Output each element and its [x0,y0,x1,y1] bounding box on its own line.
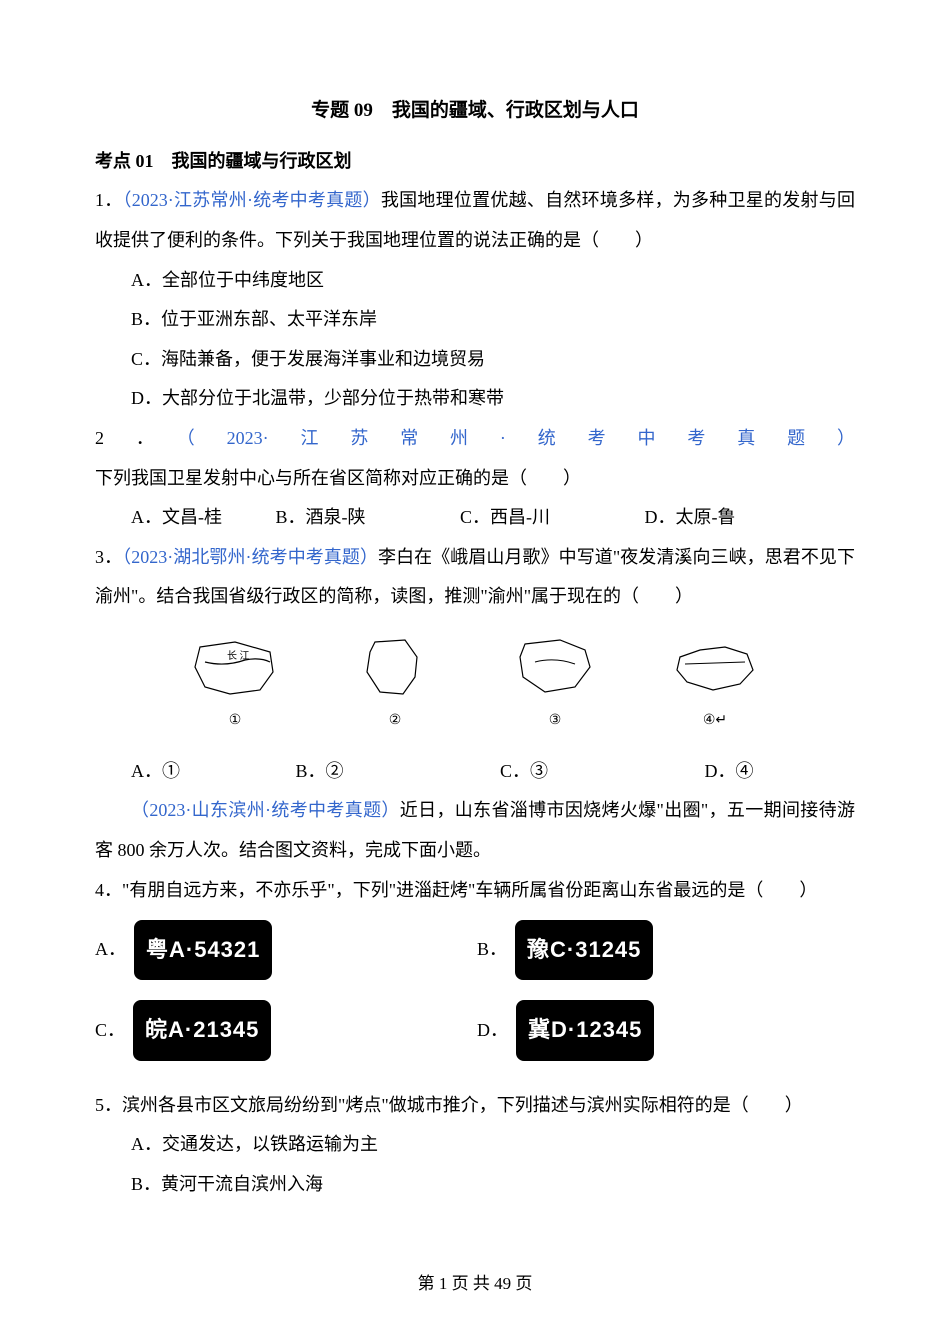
question-1: 1．（2023·江苏常州·统考中考真题）我国地理位置优越、自然环境多样，为多种卫… [95,181,855,260]
page-footer: 第 1 页 共 49 页 [95,1265,855,1302]
q4-option-d: D． 冀D·12345 [477,1000,819,1060]
q3-source: （2023·湖北鄂州·统考中考真题） [122,547,378,567]
q1-option-c: C．海陆兼备，便于发展海洋事业和边境贸易 [95,340,855,380]
q2-option-d: D．太原-鲁 [645,498,736,538]
license-plate-a: 粤A·54321 [134,920,272,980]
q1-number: 1． [95,190,123,210]
map-svg-2 [345,632,445,702]
map-label-2: ② [389,706,402,737]
q3-option-a: A．① [131,752,291,792]
q3-option-b: B．② [296,752,496,792]
q4-letter-d: D． [477,1011,508,1051]
question-4: 4．"有朋自远方来，不亦乐乎"，下列"进淄赶烤"车辆所属省份距离山东省最远的是（… [95,871,855,911]
context4-source: （2023·山东滨州·统考中考真题） [131,800,400,820]
map-svg-3 [505,632,605,702]
map-svg-4 [665,632,765,702]
q3-number: 3． [95,547,122,567]
question-5: 5．滨州各县市区文旅局纷纷到"烤点"做城市推介，下列描述与滨州实际相符的是（ ） [95,1086,855,1126]
question-3: 3．（2023·湖北鄂州·统考中考真题）李白在《峨眉山月歌》中写道"夜发清溪向三… [95,538,855,617]
province-maps: 长 江 ① ② ③ ④↵ [95,632,855,737]
context-4: （2023·山东滨州·统考中考真题）近日，山东省淄博市因烧烤火爆"出圈"，五一期… [95,791,855,870]
license-plate-c: 皖A·21345 [133,1000,271,1060]
q2-option-b: B．酒泉-陕 [276,498,456,538]
river-label: 长 江 [227,650,250,662]
map-3: ③ [505,632,605,737]
q5-stem: 滨州各县市区文旅局纷纷到"烤点"做城市推介，下列描述与滨州实际相符的是（ ） [122,1095,803,1115]
q4-letter-b: B． [477,930,507,970]
q4-letter-c: C． [95,1011,125,1051]
q2-stem: 下列我国卫星发射中心与所在省区简称对应正确的是（ ） [95,468,581,488]
map-svg-1: 长 江 [185,632,285,702]
q1-option-d: D．大部分位于北温带，少部分位于热带和寒带 [95,379,855,419]
q4-stem: "有朋自远方来，不亦乐乎"，下列"进淄赶烤"车辆所属省份距离山东省最远的是（ ） [122,880,817,900]
q2-option-a: A．文昌-桂 [131,498,271,538]
q1-option-a: A．全部位于中纬度地区 [95,261,855,301]
q4-option-c: C． 皖A·21345 [95,1000,437,1060]
section-header: 考点 01 我国的疆域与行政区划 [95,142,855,182]
q2-number: 2． [95,428,186,448]
q4-option-b: B． 豫C·31245 [477,920,819,980]
q1-source: （2023·江苏常州·统考中考真题） [123,190,381,210]
document-title: 专题 09 我国的疆域、行政区划与人口 [95,90,855,132]
q2-option-c: C．西昌-川 [460,498,640,538]
q3-option-d: D．④ [705,752,754,792]
q4-option-a: A． 粤A·54321 [95,920,437,980]
q4-number: 4． [95,880,122,900]
map-label-4: ④↵ [703,706,727,737]
q4-letter-a: A． [95,930,126,970]
map-label-3: ③ [549,706,562,737]
map-1: 长 江 ① [185,632,285,737]
license-plate-d: 冀D·12345 [516,1000,654,1060]
map-label-1: ① [229,706,242,737]
map-4: ④↵ [665,632,765,737]
q5-number: 5． [95,1095,122,1115]
map-2: ② [345,632,445,737]
license-plate-b: 豫C·31245 [515,920,653,980]
q5-option-a: A．交通发达，以铁路运输为主 [95,1125,855,1165]
q1-option-b: B．位于亚洲东部、太平洋东岸 [95,300,855,340]
q5-option-b: B．黄河干流自滨州入海 [95,1165,855,1205]
q3-options: A．① B．② C．③ D．④ [95,752,855,792]
q2-options: A．文昌-桂 B．酒泉-陕 C．西昌-川 D．太原-鲁 [95,498,855,538]
q4-plates: A． 粤A·54321 B． 豫C·31245 C． 皖A·21345 D． 冀… [95,920,855,1061]
q2-source: （2023·江苏常州·统考中考真题） [186,428,855,448]
q3-option-c: C．③ [500,752,700,792]
question-2: 2．（2023·江苏常州·统考中考真题） 下列我国卫星发射中心与所在省区简称对应正… [95,419,855,498]
